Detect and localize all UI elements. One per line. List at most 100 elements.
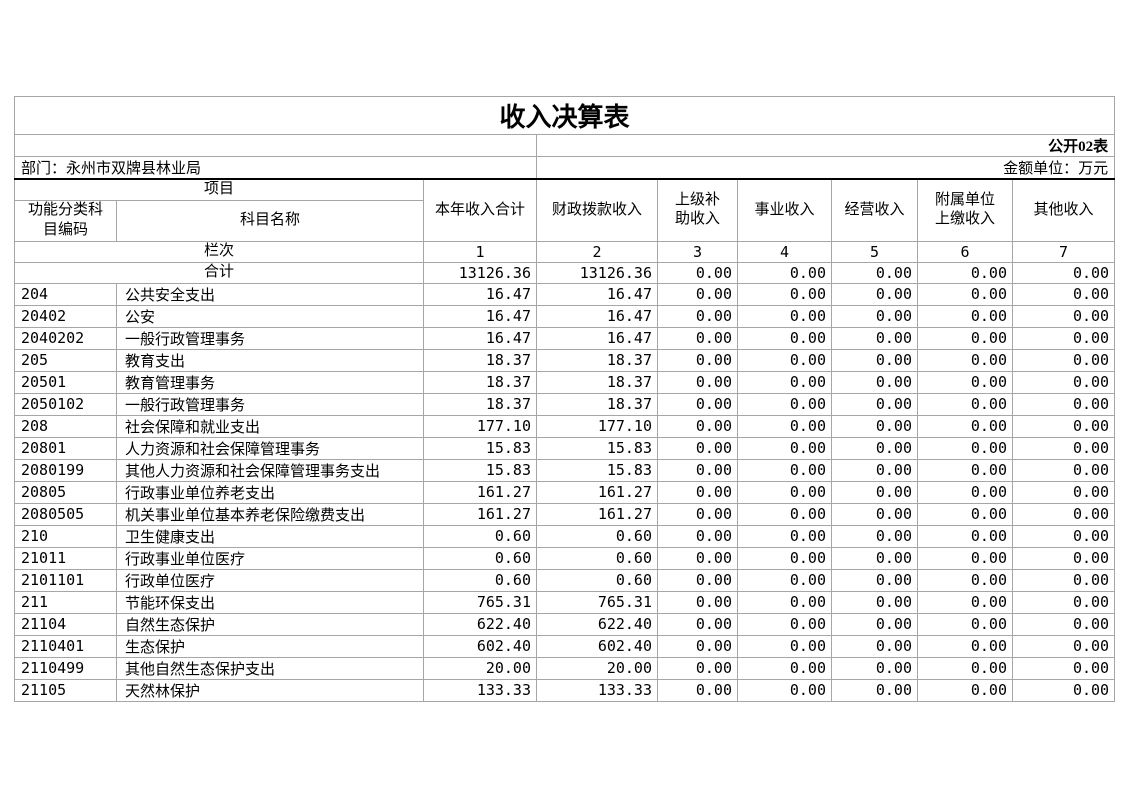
income-statement-sheet: 收入决算表 公开02表 部门：永州市双牌县林业局 金额单位：万元 项目 本年收入… (13, 96, 1116, 702)
total-value: 0.00 (831, 261, 918, 284)
header-col-affiliated-unit-remittance-income: 附属单位 上缴收入 (917, 178, 1013, 242)
row-value: 15.83 (536, 436, 658, 460)
row-value: 0.00 (657, 282, 738, 306)
table-row: 208 社会保障和就业支出 177.10 177.10 0.00 0.00 0.00 0.00… (14, 414, 1116, 438)
amount-unit-label: 金额单位：万元 (535, 156, 1116, 180)
table-row: 204 公共安全支出 16.47 16.47 0.00 0.00 0.00 0.00 0.00 (14, 282, 1116, 306)
row-value: 16.47 (536, 326, 658, 350)
header-col-business-income: 事业收入 (737, 178, 832, 242)
row-value: 0.00 (657, 392, 738, 416)
row-value: 18.37 (423, 370, 537, 394)
row-value: 0.00 (1011, 304, 1116, 328)
row-value: 0.00 (831, 436, 918, 460)
row-value: 0.00 (737, 348, 832, 372)
row-code: 21011 (14, 546, 117, 570)
row-value: 0.00 (657, 458, 738, 482)
row-value: 161.27 (536, 480, 658, 504)
row-value: 0.00 (737, 656, 832, 680)
row-value: 0.60 (423, 546, 537, 570)
row-subject-name: 教育管理事务 (116, 370, 424, 394)
table-row: 205 教育支出 18.37 18.37 0.00 0.00 0.00 0.00 0.00 (14, 348, 1116, 372)
row-subject-name: 行政事业单位养老支出 (116, 480, 424, 504)
row-value: 0.00 (737, 326, 832, 350)
row-value: 0.00 (657, 348, 738, 372)
table-row: 21104 自然生态保护 622.40 622.40 0.00 0.00 0.00 0.00 0… (14, 612, 1116, 636)
row-subject-name: 社会保障和就业支出 (116, 414, 424, 438)
rank-number: 2 (536, 240, 658, 263)
row-value: 622.40 (423, 612, 537, 636)
row-subject-name: 行政事业单位医疗 (116, 546, 424, 570)
row-value: 0.00 (831, 612, 918, 636)
row-value: 0.00 (737, 392, 832, 416)
row-value: 0.00 (657, 502, 738, 526)
row-value: 0.00 (917, 414, 1013, 438)
row-value: 0.00 (831, 282, 918, 306)
row-value: 0.00 (831, 458, 918, 482)
row-value: 0.00 (917, 634, 1013, 658)
total-label: 合计 (14, 261, 424, 284)
row-value: 0.00 (1011, 326, 1116, 350)
row-value: 0.00 (917, 282, 1013, 306)
row-value: 0.00 (917, 568, 1013, 592)
form-number-label: 公开02表 (535, 134, 1116, 157)
row-value: 0.00 (1011, 524, 1116, 548)
row-value: 0.00 (657, 590, 738, 614)
row-value: 0.00 (737, 414, 832, 438)
row-value: 0.00 (917, 370, 1013, 394)
row-value: 0.60 (423, 524, 537, 548)
row-subject-name: 机关事业单位基本养老保险缴费支出 (116, 502, 424, 526)
row-value: 0.00 (1011, 414, 1116, 438)
row-value: 0.00 (831, 568, 918, 592)
row-value: 15.83 (423, 458, 537, 482)
row-value: 0.00 (1011, 656, 1116, 680)
table-row: 2050102 一般行政管理事务 18.37 18.37 0.00 0.00 0.00 0.0… (14, 392, 1116, 416)
header-col-operating-income: 经营收入 (831, 178, 918, 242)
table-row: 210 卫生健康支出 0.60 0.60 0.00 0.00 0.00 0.00 0.00 (14, 524, 1116, 548)
row-value: 0.00 (917, 678, 1013, 702)
row-code: 204 (14, 282, 117, 306)
row-value: 0.00 (737, 678, 832, 702)
row-value: 0.00 (657, 634, 738, 658)
row-value: 0.00 (831, 524, 918, 548)
row-value: 622.40 (536, 612, 658, 636)
row-value: 0.00 (917, 326, 1013, 350)
row-subject-name: 教育支出 (116, 348, 424, 372)
row-value: 0.00 (737, 524, 832, 548)
row-value: 0.00 (657, 370, 738, 394)
row-value: 18.37 (536, 392, 658, 416)
row-value: 0.00 (737, 282, 832, 306)
rank-number: 5 (831, 240, 918, 263)
row-subject-name: 卫生健康支出 (116, 524, 424, 548)
row-code: 2050102 (14, 392, 117, 416)
table-row: 2110499 其他自然生态保护支出 20.00 20.00 0.00 0.00 0.00 0… (14, 656, 1116, 680)
row-value: 0.00 (1011, 502, 1116, 526)
table-row: 2080199 其他人力资源和社会保障管理事务支出 15.83 15.83 0.00 0.… (14, 458, 1116, 482)
row-value: 16.47 (423, 326, 537, 350)
table-row: 20801 人力资源和社会保障管理事务 15.83 15.83 0.00 0.00 0.00… (14, 436, 1116, 460)
row-value: 0.00 (1011, 458, 1116, 482)
row-value: 0.00 (657, 568, 738, 592)
row-subject-name: 公安 (116, 304, 424, 328)
row-value: 0.00 (917, 612, 1013, 636)
total-value: 13126.36 (536, 261, 658, 284)
total-value: 13126.36 (423, 261, 537, 284)
rank-number: 4 (737, 240, 832, 263)
row-value: 0.00 (657, 480, 738, 504)
row-value: 0.00 (737, 480, 832, 504)
table-row: 2101101 行政单位医疗 0.60 0.60 0.00 0.00 0.00 0.00 0.0… (14, 568, 1116, 592)
row-value: 18.37 (536, 348, 658, 372)
row-subject-name: 自然生态保护 (116, 612, 424, 636)
row-value: 0.00 (1011, 348, 1116, 372)
header-col-other-income: 其他收入 (1011, 178, 1116, 242)
total-value: 0.00 (917, 261, 1013, 284)
row-value: 0.00 (831, 326, 918, 350)
row-code: 211 (14, 590, 117, 614)
row-value: 0.00 (831, 678, 918, 702)
row-value: 18.37 (536, 370, 658, 394)
row-value: 0.00 (1011, 590, 1116, 614)
table-row: 2040202 一般行政管理事务 16.47 16.47 0.00 0.00 0.00 0.0… (14, 326, 1116, 350)
table-row: 211 节能环保支出 765.31 765.31 0.00 0.00 0.00 0.00 0.0… (14, 590, 1116, 614)
row-code: 2080505 (14, 502, 117, 526)
row-value: 0.00 (737, 304, 832, 328)
row-value: 0.00 (1011, 634, 1116, 658)
